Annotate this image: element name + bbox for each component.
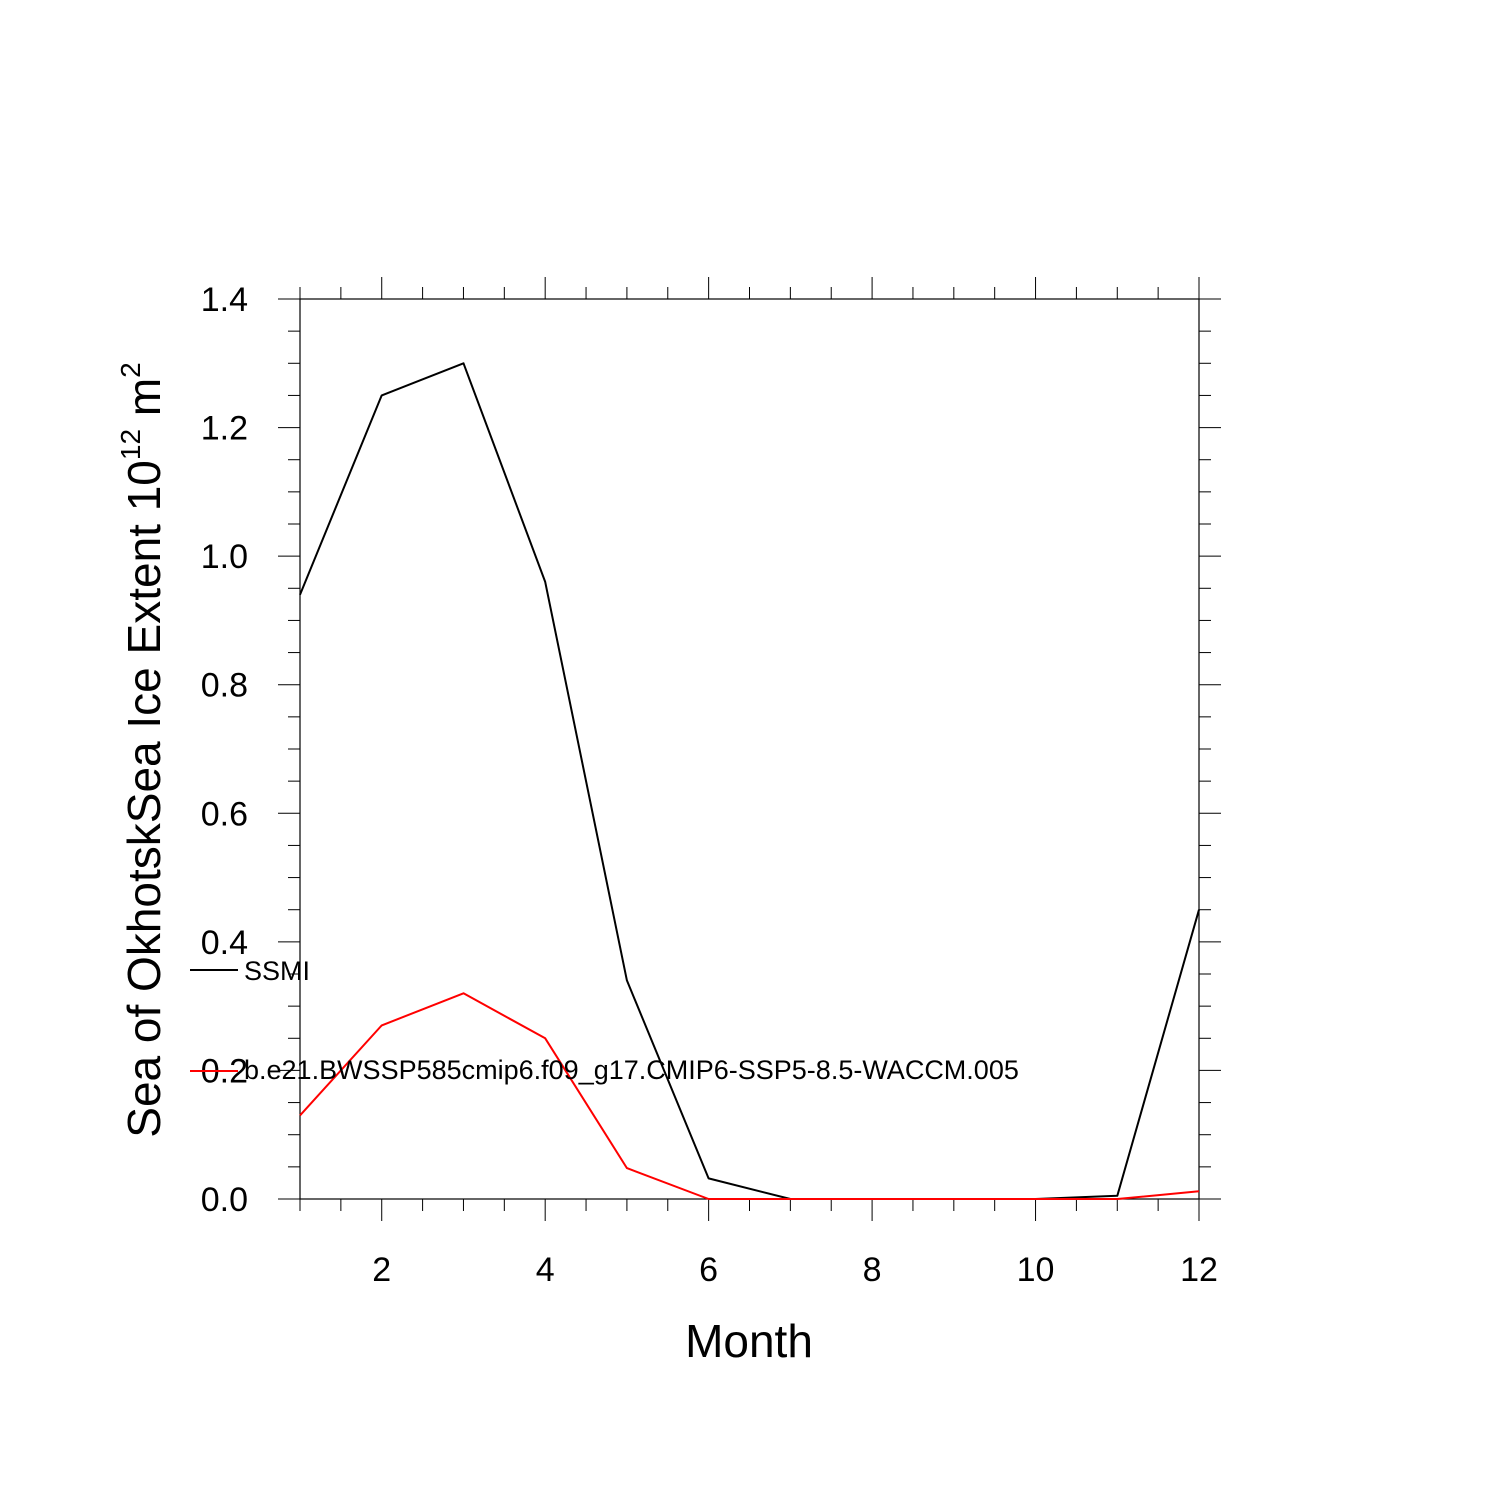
series-line-waccm — [299, 992, 1200, 1200]
x-tick-label: 4 — [536, 1251, 555, 1289]
legend: SSMI b.e21.BWSSP585cmip6.f09_g17.CMIP6-S… — [190, 956, 1019, 1085]
x-tick-label: 2 — [372, 1251, 391, 1289]
y-tick-label: 0.4 — [201, 924, 248, 962]
y-tick-label: 1.2 — [201, 410, 248, 448]
legend-label-waccm: b.e21.BWSSP585cmip6.f09_g17.CMIP6-SSP5-8… — [244, 1055, 1019, 1085]
x-axis-title: Month — [685, 1315, 813, 1367]
axis-ticks — [278, 277, 1221, 1221]
x-tick-label: 12 — [1180, 1251, 1218, 1289]
y-axis-title-unit-exponent: 2 — [115, 362, 146, 378]
x-tick-label: 6 — [699, 1251, 718, 1289]
y-tick-label: 0.6 — [201, 795, 248, 833]
y-axis-title-unit: m — [118, 378, 170, 429]
y-axis-title-main: Sea of OkhotskSea Ice Extent 10 — [118, 460, 170, 1138]
y-axis-title: Sea of OkhotskSea Ice Extent 1012 m2 — [115, 362, 170, 1137]
x-tick-label: 8 — [863, 1251, 882, 1289]
axis-tick-labels: 2 4 6 8 10 120.00.20.40.60.81.01.21.4 — [201, 281, 1218, 1289]
y-axis-title-exponent: 12 — [115, 429, 146, 460]
legend-label-ssmi: SSMI — [244, 956, 310, 986]
x-tick-label: 10 — [1017, 1251, 1055, 1289]
y-tick-label: 0.0 — [201, 1181, 248, 1219]
y-tick-label: 1.4 — [201, 281, 248, 319]
y-tick-label: 1.0 — [201, 538, 248, 576]
y-tick-label: 0.8 — [201, 667, 248, 705]
series-lines — [299, 362, 1200, 1200]
